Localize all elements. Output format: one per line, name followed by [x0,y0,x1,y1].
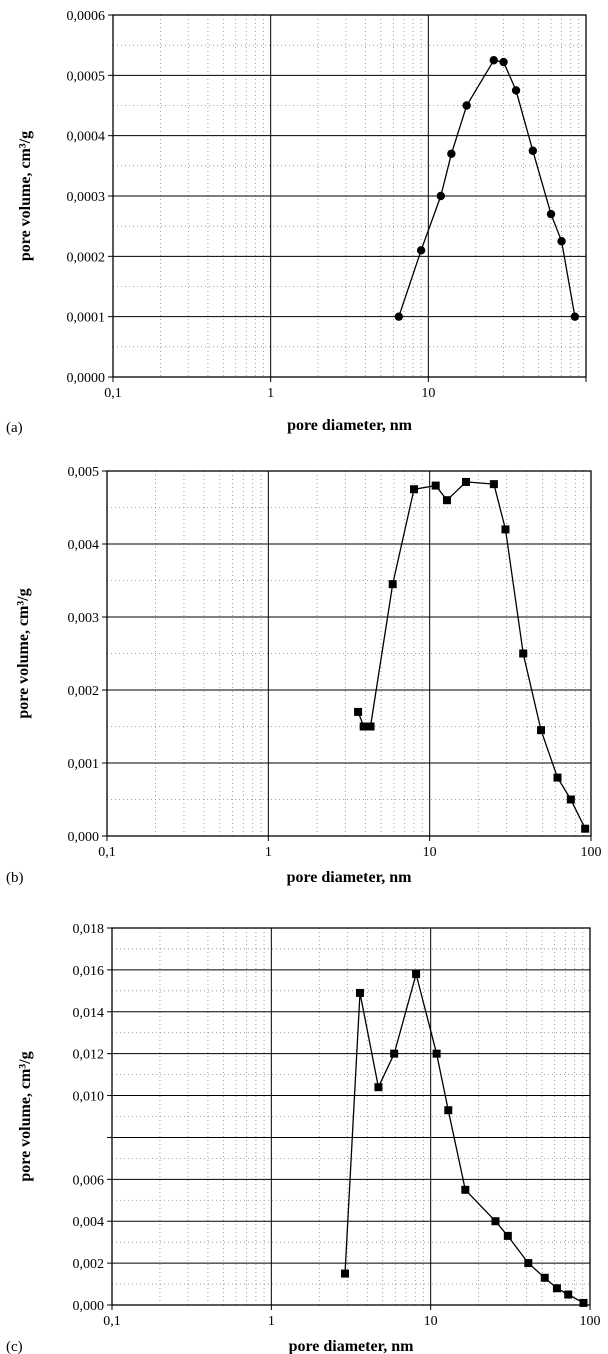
y-tick-label: 0,003 [68,611,100,626]
data-point [431,481,440,490]
x-tick-label: 100 [581,845,602,860]
panel-label: (b) [6,870,24,886]
panel-label: (a) [6,420,23,436]
plot-frame [106,470,592,837]
x-axis-title: pore diameter, nm [287,869,413,886]
y-tick-label: 0,005 [68,465,100,480]
y-tick-label: 0,016 [73,964,105,979]
y-tick-label: 0,014 [73,1006,105,1021]
x-axis-title: pore diameter, nm [289,1338,415,1354]
data-point [444,1106,453,1115]
data-point [552,1284,561,1293]
data-point [540,1273,549,1282]
data-point [462,101,471,110]
x-tick-label: 1 [267,386,274,401]
data-point [394,312,404,321]
data-point [537,726,546,735]
x-tick-label: 1 [265,845,272,860]
series-line [398,59,576,317]
y-axis-title: pore volume, cm³/g [17,131,34,261]
x-tick-label: 0,1 [104,386,122,401]
y-tick-label: 0,0002 [67,250,106,265]
data-point [503,1231,512,1240]
data-point [416,246,426,255]
y-tick-label: 0,0006 [67,9,106,24]
data-point [579,1298,588,1307]
data-point [491,1217,500,1226]
x-tick-label: 10 [424,1314,438,1329]
data-point [570,312,580,321]
data-point [461,1185,470,1194]
y-tick-label: 0,0005 [67,69,106,84]
data-point [462,477,471,486]
data-point [442,496,451,505]
data-point [511,86,521,95]
data-point [553,773,562,782]
x-tick-label: 0,1 [103,1314,121,1329]
data-point [432,1049,441,1058]
data-point [447,149,456,158]
data-point [354,707,363,716]
data-point [374,1083,383,1092]
y-tick-label: 0,010 [73,1090,105,1105]
y-tick-label: 0,0003 [67,190,106,205]
data-point [501,525,510,534]
y-tick-label: 0,004 [68,538,100,553]
y-tick-label: 0,018 [73,922,105,937]
data-point [581,824,590,833]
series-line [344,971,584,1304]
y-tick-label: 0,006 [73,1173,105,1188]
data-point [489,480,498,489]
data-point [436,191,446,201]
series-line [357,481,586,829]
data-point [566,795,575,804]
chart-panel-2: 0,000 0,001 0,002 0,003 0,004 0,005 0,1 1 10 100 p… [6,465,602,886]
x-tick-label: 10 [423,845,437,860]
data-point [546,209,556,219]
data-point [359,722,368,731]
y-tick-label: 0,012 [73,1048,105,1063]
y-tick-label: 0,0000 [67,371,106,386]
y-tick-label: 0,002 [68,684,100,699]
y-tick-label: 0,000 [73,1299,105,1314]
data-point [524,1259,533,1268]
data-point [557,237,566,246]
y-axis-title: pore volume, cm³/g [15,588,32,718]
data-point [489,56,498,65]
data-point [412,970,421,979]
y-tick-label: 0,000 [68,830,100,845]
y-axis-title: pore volume, cm³/g [17,1051,34,1181]
panel-label: (c) [6,1339,23,1354]
x-tick-label: 1 [268,1314,275,1329]
data-point [410,485,419,494]
chart-panel-3: 0,000 0,002 0,004 0,006 0,010 0,012 0,014 0,016… [6,922,601,1354]
y-tick-label: 0,0004 [67,130,106,145]
data-point [390,1049,399,1058]
y-tick-label: 0,004 [73,1215,105,1230]
x-axis-title: pore diameter, nm [287,417,413,434]
y-tick-label: 0,002 [73,1257,105,1272]
data-point [355,988,364,997]
y-tick-label: 0,0001 [67,311,106,326]
x-tick-label: 0,1 [98,845,116,860]
x-tick-label: 100 [580,1314,601,1329]
data-point [564,1290,573,1299]
data-point [528,146,538,155]
data-point [366,722,375,731]
data-point [388,580,397,589]
plot-frame [111,927,591,1306]
chart-panel-1: 0,0000 0,0001 0,0002 0,0003 0,0004 0,0005 0,00… [6,9,587,436]
x-tick-label: 10 [421,386,435,401]
data-point [519,649,528,658]
data-point [499,57,508,67]
data-point [341,1269,350,1278]
y-tick-label: 0,001 [68,757,100,772]
